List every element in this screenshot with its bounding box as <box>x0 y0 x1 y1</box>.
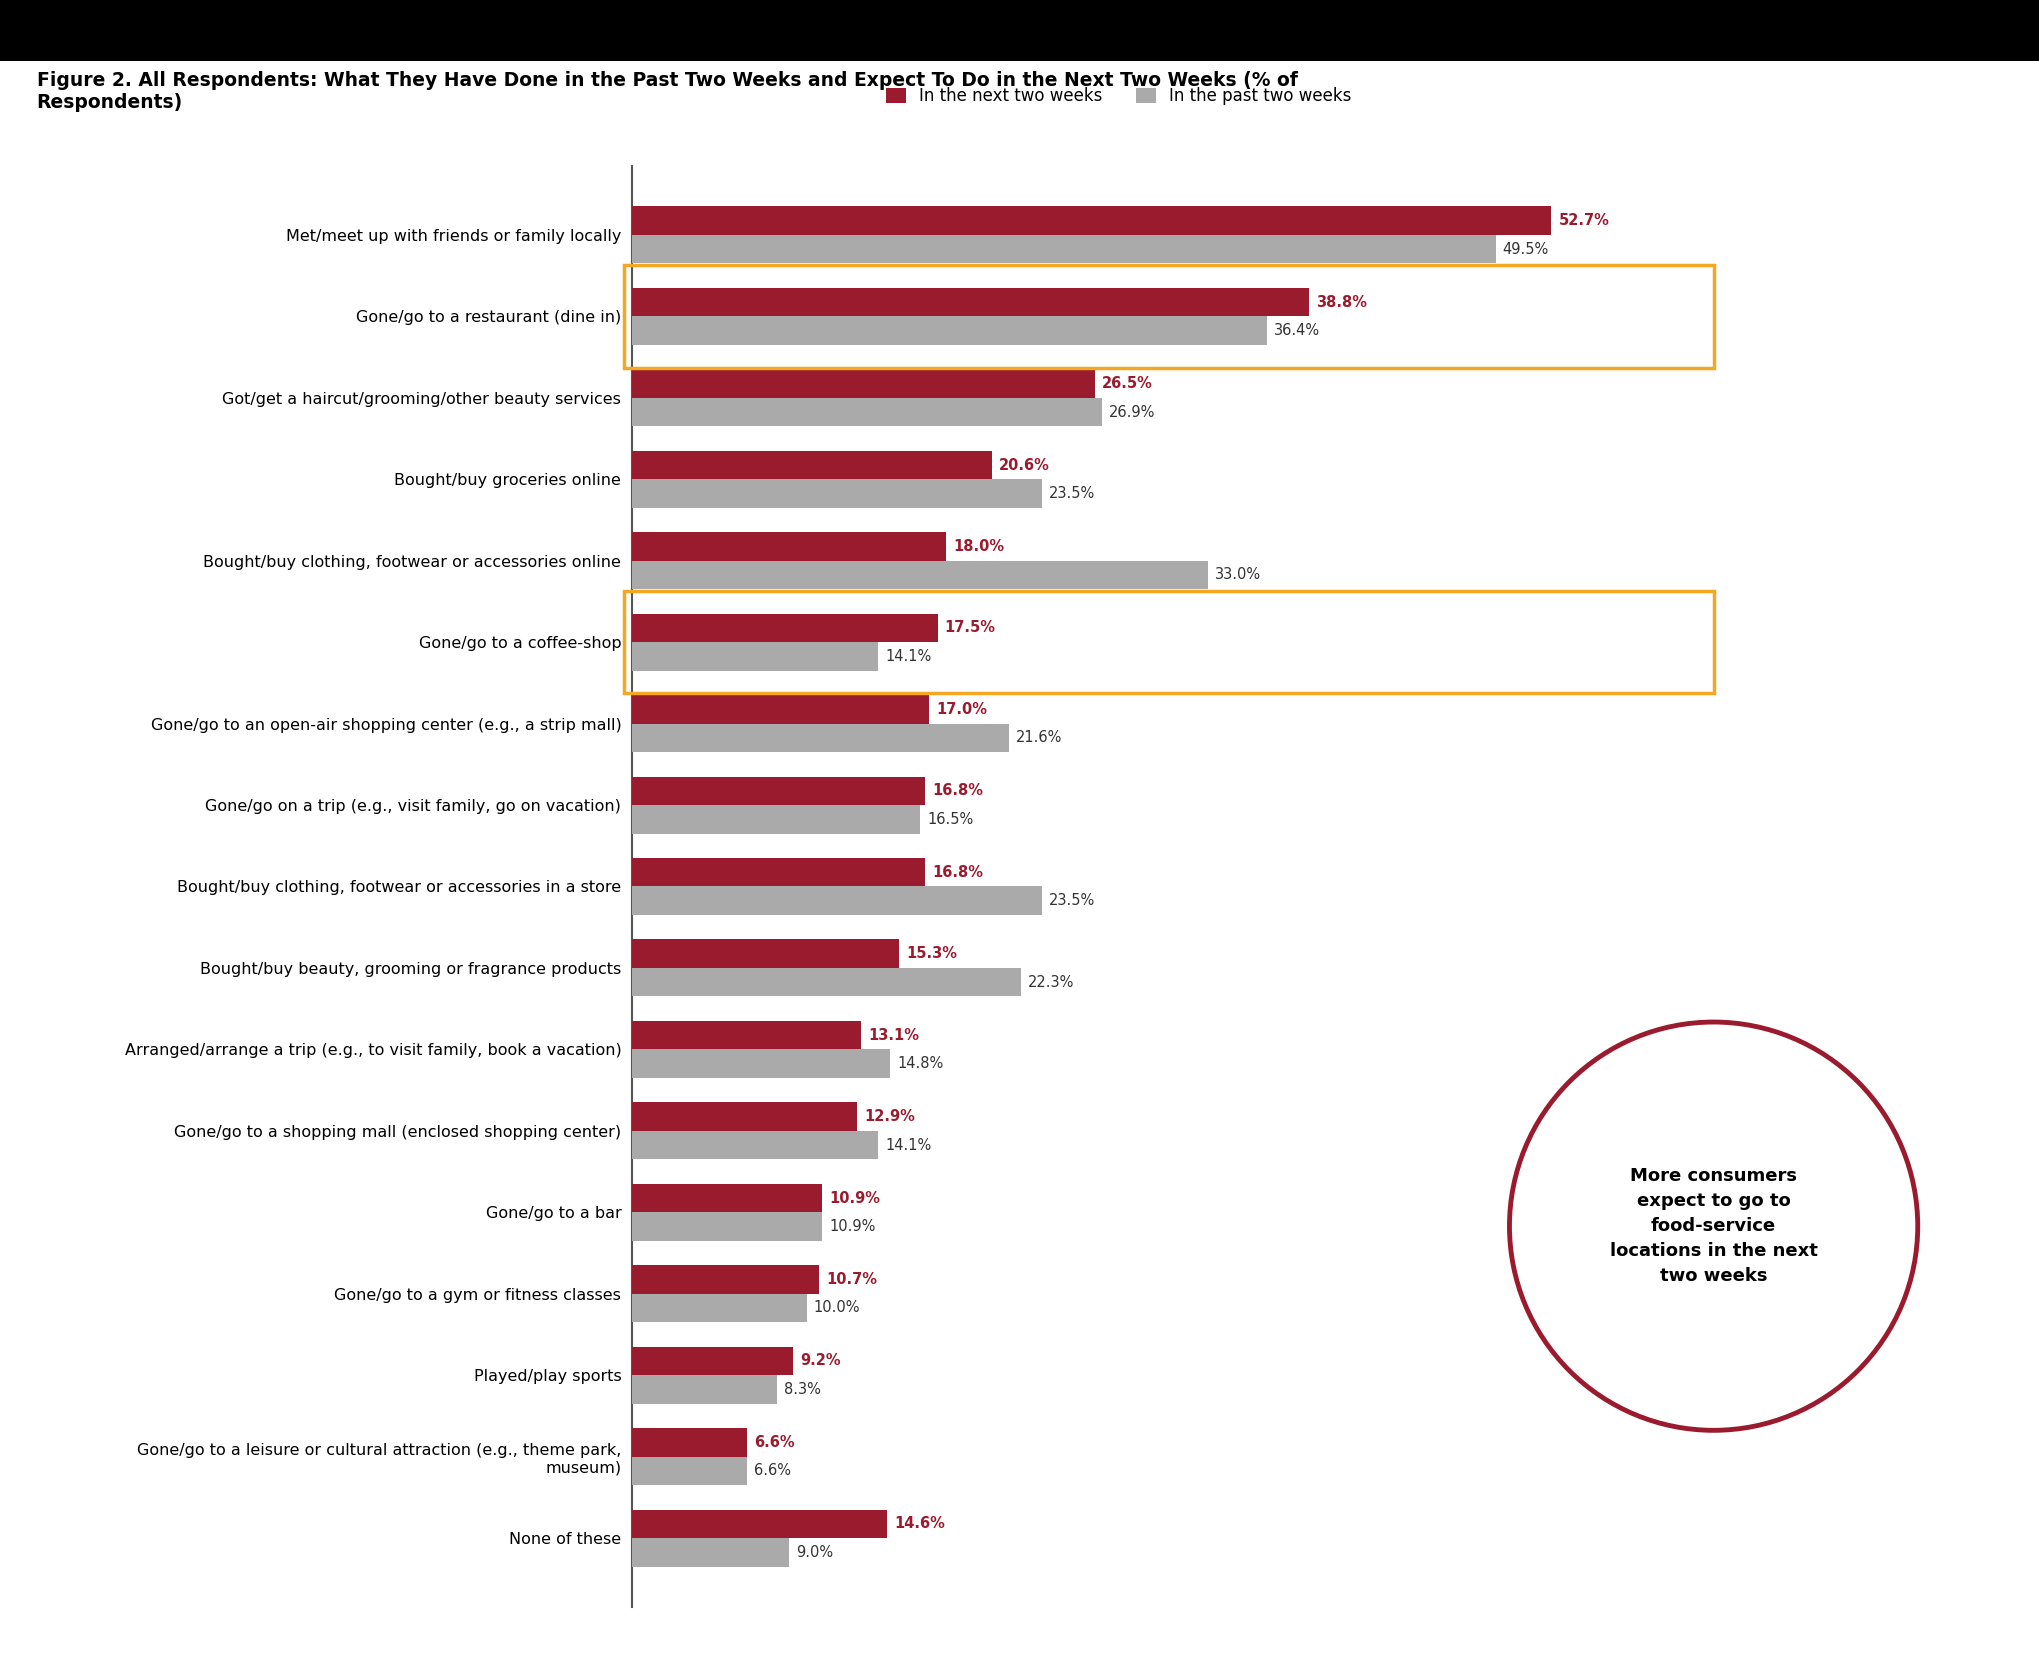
Text: 15.3%: 15.3% <box>905 946 956 961</box>
Text: 10.9%: 10.9% <box>830 1220 875 1234</box>
Bar <box>632 398 1101 426</box>
Text: 8.3%: 8.3% <box>783 1382 820 1397</box>
Text: 20.6%: 20.6% <box>999 457 1048 472</box>
Text: 23.5%: 23.5% <box>1048 893 1095 908</box>
Text: 21.6%: 21.6% <box>1015 731 1062 746</box>
Text: More consumers
expect to go to
food-service
locations in the next
two weeks: More consumers expect to go to food-serv… <box>1609 1167 1817 1286</box>
Text: 17.0%: 17.0% <box>936 703 987 717</box>
Bar <box>632 207 1550 235</box>
Bar <box>632 1266 818 1294</box>
Text: 33.0%: 33.0% <box>1215 567 1260 583</box>
Bar <box>632 532 946 560</box>
Bar <box>632 1428 746 1457</box>
Bar <box>632 1130 879 1160</box>
Bar <box>632 1375 777 1403</box>
Text: 17.5%: 17.5% <box>944 620 995 635</box>
Text: Figure 2. All Respondents: What They Have Done in the Past Two Weeks and Expect : Figure 2. All Respondents: What They Hav… <box>37 71 1297 113</box>
Bar <box>632 694 928 724</box>
Text: 10.7%: 10.7% <box>826 1273 877 1287</box>
Bar <box>632 235 1495 263</box>
Bar <box>632 1049 891 1079</box>
Bar <box>632 1347 793 1375</box>
Text: 22.3%: 22.3% <box>1028 974 1075 989</box>
Text: 12.9%: 12.9% <box>865 1109 916 1123</box>
Text: 10.0%: 10.0% <box>814 1301 860 1316</box>
Text: 6.6%: 6.6% <box>754 1435 795 1450</box>
Bar <box>624 265 1713 368</box>
Bar <box>632 1102 856 1130</box>
Text: 16.8%: 16.8% <box>932 784 983 799</box>
Text: 9.0%: 9.0% <box>795 1544 834 1559</box>
Text: 16.5%: 16.5% <box>926 812 973 827</box>
Text: 23.5%: 23.5% <box>1048 486 1095 500</box>
Legend: In the next two weeks, In the past two weeks: In the next two weeks, In the past two w… <box>879 80 1358 111</box>
Text: 49.5%: 49.5% <box>1503 242 1548 257</box>
Bar <box>632 1538 789 1566</box>
Bar <box>632 724 1009 752</box>
Text: 14.1%: 14.1% <box>885 1138 932 1153</box>
Bar <box>632 1510 887 1538</box>
Text: 26.5%: 26.5% <box>1101 376 1152 391</box>
Bar <box>632 643 879 671</box>
Bar <box>632 940 899 968</box>
Bar <box>632 1183 822 1213</box>
Text: 16.8%: 16.8% <box>932 865 983 880</box>
Text: 10.9%: 10.9% <box>830 1190 881 1206</box>
Text: 6.6%: 6.6% <box>754 1463 791 1478</box>
Text: 52.7%: 52.7% <box>1558 214 1609 229</box>
Bar <box>632 288 1309 316</box>
Bar <box>632 613 938 643</box>
Text: 18.0%: 18.0% <box>952 539 1003 553</box>
Bar <box>624 592 1713 694</box>
Bar <box>632 451 991 479</box>
Bar <box>632 858 926 886</box>
Text: 14.1%: 14.1% <box>885 650 932 664</box>
Text: 13.1%: 13.1% <box>867 1027 918 1042</box>
Text: 9.2%: 9.2% <box>799 1354 840 1369</box>
Bar <box>632 1294 805 1322</box>
Bar <box>632 370 1095 398</box>
Bar <box>632 1021 860 1049</box>
Bar <box>632 479 1042 507</box>
Text: 36.4%: 36.4% <box>1274 323 1319 338</box>
Text: 26.9%: 26.9% <box>1107 404 1154 419</box>
Bar <box>632 1213 822 1241</box>
Bar <box>632 886 1042 915</box>
Bar <box>632 805 920 833</box>
Bar <box>632 777 926 805</box>
Text: 38.8%: 38.8% <box>1315 295 1366 310</box>
Bar <box>632 560 1207 590</box>
Text: 14.6%: 14.6% <box>893 1516 944 1531</box>
Bar <box>632 316 1266 345</box>
Bar <box>632 1457 746 1485</box>
Bar <box>632 968 1022 996</box>
Text: 14.8%: 14.8% <box>897 1056 944 1070</box>
